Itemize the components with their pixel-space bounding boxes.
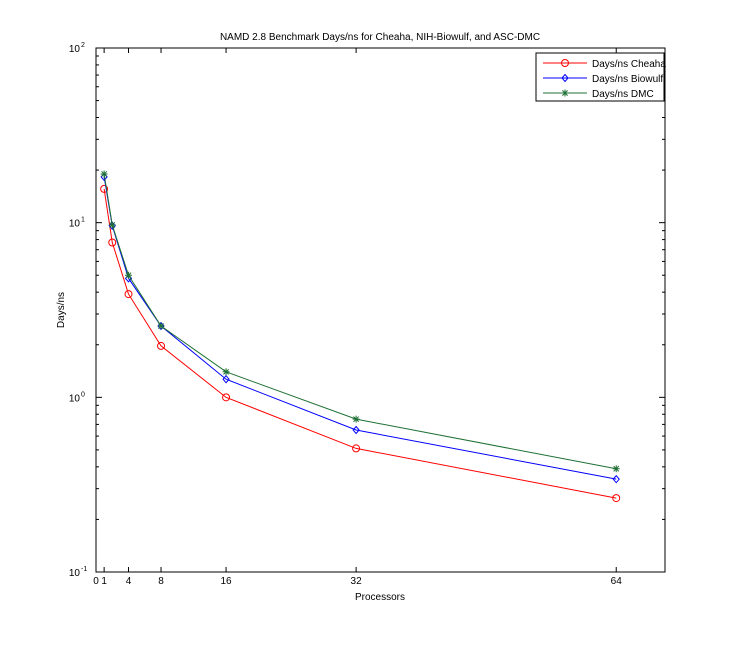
y-tick-label: 10 — [69, 219, 81, 230]
x-tick-label: 1 — [101, 576, 107, 587]
data-point — [124, 290, 133, 299]
data-point — [612, 494, 621, 503]
series-dmc — [100, 170, 620, 473]
legend-label: Days/ns Cheaha — [592, 59, 666, 70]
x-tick-label: 8 — [158, 576, 164, 587]
series-cheaha — [100, 184, 621, 503]
legend-label: Days/ns DMC — [592, 89, 654, 100]
x-axis-label: Processors — [355, 592, 405, 603]
legend: Days/ns Cheaha Days/ns Biowulf Days/ns DMC — [535, 52, 666, 102]
x-tick-label: 64 — [611, 576, 623, 587]
data-point — [108, 221, 116, 229]
data-point — [222, 374, 230, 384]
y-tick-label: 10 — [69, 393, 81, 404]
legend-marker — [561, 89, 569, 97]
series-line — [103, 188, 617, 499]
y-tick-exponent: 0 — [81, 391, 85, 398]
data-point — [100, 184, 109, 193]
x-tick-label: 4 — [126, 576, 132, 587]
x-tick-label: 16 — [220, 576, 232, 587]
data-point — [157, 322, 165, 330]
data-point — [222, 368, 230, 376]
legend-marker — [561, 73, 569, 83]
legend-label: Days/ns Biowulf — [592, 74, 663, 85]
y-tick-exponent: -1 — [81, 566, 87, 573]
data-point — [108, 238, 117, 247]
data-point — [612, 474, 620, 484]
data-point — [222, 393, 231, 402]
y-tick-label: 10 — [69, 568, 81, 579]
plot-area — [95, 47, 666, 573]
data-point — [612, 465, 620, 473]
legend-marker — [561, 59, 569, 67]
y-tick-exponent: 1 — [81, 217, 85, 224]
data-point — [157, 341, 166, 350]
data-point — [352, 415, 360, 423]
y-axis-label: Days/ns — [56, 292, 67, 328]
data-point — [352, 444, 361, 453]
y-tick-exponent: 2 — [81, 42, 85, 49]
data-point — [352, 425, 360, 435]
chart-title: NAMD 2.8 Benchmark Days/ns for Cheaha, N… — [220, 32, 540, 43]
x-tick-label: 32 — [351, 576, 363, 587]
y-tick-label: 10 — [69, 44, 81, 55]
x-tick-label: 0 — [93, 576, 99, 587]
data-point — [100, 170, 108, 178]
data-point — [125, 271, 133, 279]
